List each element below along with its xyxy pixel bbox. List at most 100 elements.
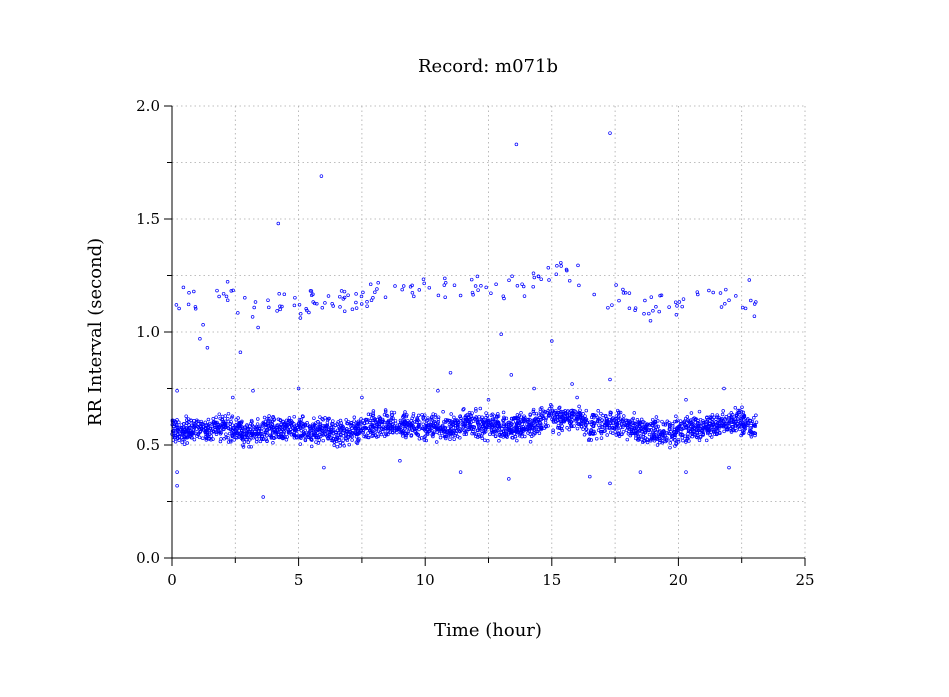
data-point: [576, 412, 581, 416]
data-point: [645, 437, 649, 441]
data-point: [668, 441, 673, 445]
data-point: [663, 434, 667, 438]
data-point: [211, 417, 215, 421]
data-point: [292, 414, 296, 419]
data-point: [667, 423, 672, 427]
data-point: [695, 435, 699, 440]
data-point: [383, 409, 388, 414]
data-point: [368, 282, 373, 287]
data-point: [661, 429, 666, 434]
data-point: [323, 301, 327, 305]
data-point: [516, 416, 521, 421]
data-point: [443, 281, 448, 285]
data-point: [426, 427, 430, 432]
data-point: [701, 432, 705, 437]
data-point: [182, 425, 186, 430]
data-point: [279, 426, 283, 430]
data-point: [201, 422, 205, 427]
data-point: [234, 430, 238, 434]
data-point: [357, 431, 362, 435]
data-point: [655, 443, 660, 447]
data-point: [676, 440, 681, 444]
data-point: [595, 415, 600, 419]
data-point: [190, 435, 194, 440]
data-point: [588, 474, 592, 479]
data-point: [461, 407, 465, 412]
data-point: [278, 418, 283, 422]
data-point: [542, 411, 546, 415]
data-point: [300, 421, 304, 425]
data-point: [184, 414, 188, 418]
data-point: [241, 443, 245, 447]
x-tick-label: 20: [669, 571, 688, 589]
data-point: [585, 420, 590, 425]
data-point: [297, 417, 302, 422]
data-point: [214, 432, 219, 436]
data-point: [527, 422, 531, 427]
data-point: [559, 409, 563, 414]
data-point: [521, 417, 526, 421]
data-point: [180, 429, 185, 434]
data-point: [412, 294, 416, 299]
data-point: [476, 428, 480, 432]
data-point: [714, 417, 718, 421]
tick-marks: [164, 105, 806, 566]
data-point: [347, 442, 351, 447]
data-point: [371, 409, 376, 413]
data-point: [670, 423, 675, 428]
data-point: [204, 423, 208, 428]
data-point: [578, 415, 583, 420]
data-point: [463, 419, 468, 423]
data-point: [673, 300, 678, 304]
data-point: [697, 430, 702, 435]
data-point: [376, 424, 381, 428]
data-point: [649, 421, 653, 426]
data-point: [547, 278, 551, 282]
data-point: [616, 431, 621, 435]
data-point: [578, 408, 582, 412]
data-point: [450, 432, 454, 436]
data-point: [226, 435, 230, 440]
data-point: [382, 434, 387, 439]
data-point: [203, 430, 207, 434]
data-point: [194, 427, 199, 431]
data-point: [739, 410, 744, 414]
data-point: [200, 436, 205, 440]
data-point: [308, 289, 313, 293]
data-point: [174, 303, 179, 307]
data-point: [743, 426, 748, 431]
data-point: [636, 436, 641, 441]
data-point: [541, 416, 546, 420]
data-point: [460, 422, 464, 427]
data-point: [225, 280, 230, 284]
data-point: [192, 289, 196, 294]
data-point: [675, 304, 679, 308]
data-point: [623, 291, 628, 295]
data-point: [190, 430, 194, 435]
data-point: [295, 426, 299, 430]
data-point: [375, 287, 379, 291]
data-point: [651, 309, 655, 313]
data-point: [191, 421, 196, 426]
data-point: [704, 438, 709, 443]
data-point: [307, 435, 311, 440]
data-point: [684, 425, 688, 430]
data-point: [296, 386, 301, 391]
data-point: [520, 282, 524, 286]
data-point: [569, 408, 573, 413]
data-point: [331, 422, 335, 426]
data-point: [654, 435, 659, 440]
data-point: [412, 426, 416, 430]
data-point: [192, 437, 197, 442]
data-point: [469, 277, 474, 282]
data-point: [736, 410, 741, 415]
data-point: [244, 437, 249, 442]
data-point: [746, 421, 751, 426]
data-point: [333, 423, 338, 428]
data-point: [722, 386, 726, 391]
data-point: [463, 416, 468, 420]
data-point: [580, 415, 585, 420]
data-point: [259, 437, 264, 441]
data-point: [207, 428, 212, 432]
data-point: [301, 414, 305, 419]
